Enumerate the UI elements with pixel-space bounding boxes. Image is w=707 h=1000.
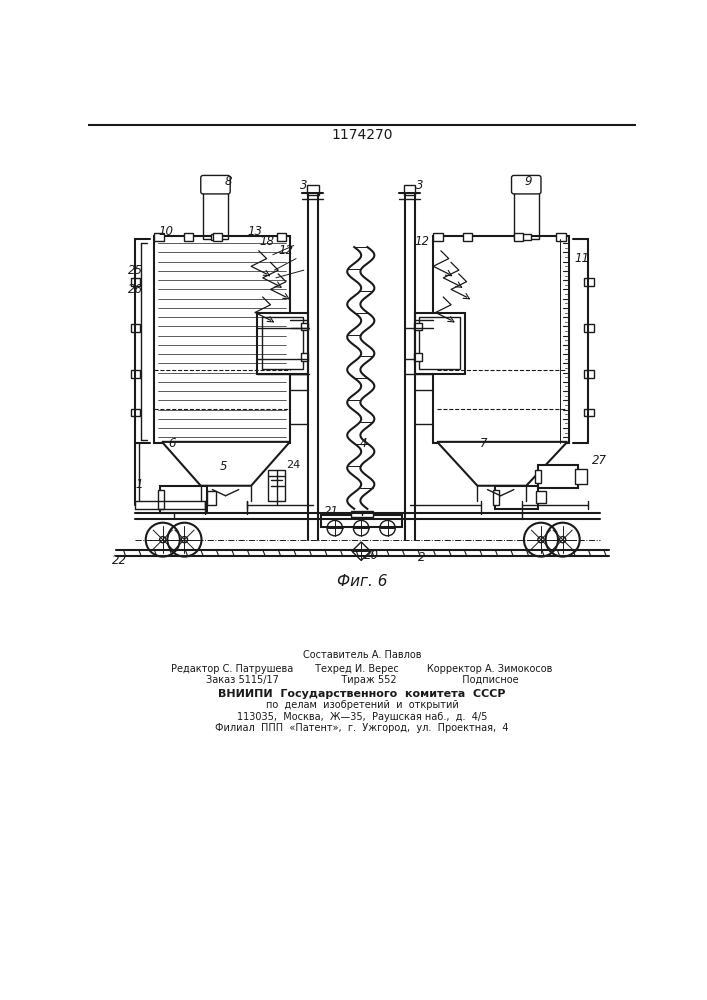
Text: 2: 2	[418, 551, 426, 564]
Bar	[419, 317, 460, 369]
Polygon shape	[437, 442, 567, 486]
Bar	[257, 312, 308, 374]
Bar	[433, 235, 569, 443]
Bar	[514, 233, 523, 241]
Text: по  делам  изобретений  и  открытий: по делам изобретений и открытий	[266, 700, 458, 710]
Bar	[351, 511, 373, 517]
Bar	[575, 469, 587, 484]
Text: Составитель А. Павлов: Составитель А. Павлов	[303, 650, 421, 660]
Text: Редактор С. Патрушева       Техред И. Верес         Корректор А. Зимокосов: Редактор С. Патрушева Техред И. Верес Ко…	[171, 664, 553, 674]
Bar	[414, 312, 465, 374]
Bar	[211, 234, 220, 240]
Text: Фиг. 6: Фиг. 6	[337, 574, 387, 589]
Bar	[414, 323, 421, 330]
Text: Заказ 5115/17                    Тираж 552                     Подписное: Заказ 5115/17 Тираж 552 Подписное	[206, 675, 518, 685]
Bar	[321, 515, 402, 527]
Text: 25: 25	[128, 264, 143, 277]
Text: 21: 21	[325, 505, 339, 518]
Bar	[585, 409, 594, 416]
FancyBboxPatch shape	[512, 175, 541, 194]
Bar	[184, 233, 193, 241]
Bar	[131, 409, 140, 416]
Bar	[131, 278, 140, 286]
Text: 9: 9	[524, 175, 532, 188]
Bar	[433, 233, 443, 241]
Text: 13: 13	[247, 225, 262, 238]
Text: 20: 20	[363, 549, 379, 562]
Bar	[131, 370, 140, 378]
Text: 12: 12	[279, 244, 293, 257]
Text: 6: 6	[168, 437, 176, 450]
Text: 10: 10	[158, 225, 173, 238]
Bar	[207, 491, 216, 505]
Text: 24: 24	[286, 460, 300, 470]
Bar	[213, 233, 223, 241]
Bar	[300, 353, 308, 361]
Text: 4: 4	[360, 437, 367, 450]
Bar	[404, 185, 416, 195]
Text: 26: 26	[128, 283, 143, 296]
Text: 7: 7	[480, 437, 487, 450]
Bar	[495, 486, 538, 509]
Bar	[462, 233, 472, 241]
Text: 1: 1	[135, 478, 143, 491]
Text: ВНИИПИ  Государственного  комитета  СССР: ВНИИПИ Государственного комитета СССР	[218, 689, 506, 699]
Text: 22: 22	[112, 554, 127, 567]
Text: 1174270: 1174270	[331, 128, 392, 142]
Bar	[262, 317, 303, 369]
Bar	[585, 324, 594, 332]
Bar	[276, 233, 286, 241]
Polygon shape	[352, 542, 370, 560]
Bar	[534, 470, 541, 483]
Bar	[131, 324, 140, 332]
Bar	[268, 470, 285, 501]
Text: 18: 18	[259, 235, 274, 248]
Text: Филиал  ППП  «Патент»,  г.  Ужгород,  ул.  Проектная,  4: Филиал ППП «Патент», г. Ужгород, ул. Про…	[215, 723, 509, 733]
Text: 113035,  Москва,  Ж—35,  Раушская наб.,  д.  4/5: 113035, Москва, Ж—35, Раушская наб., д. …	[237, 712, 487, 722]
FancyBboxPatch shape	[201, 175, 230, 194]
Bar	[585, 278, 594, 286]
Bar	[537, 491, 546, 503]
Bar	[158, 490, 164, 509]
Bar	[522, 234, 531, 240]
Bar	[493, 490, 499, 505]
Text: 12: 12	[414, 235, 429, 248]
Text: 27: 27	[592, 454, 607, 467]
Bar	[585, 370, 594, 378]
Bar	[203, 189, 228, 239]
Bar	[154, 233, 163, 241]
Text: 11: 11	[575, 252, 590, 265]
Bar	[538, 465, 578, 488]
Text: 5: 5	[221, 460, 228, 473]
Bar	[300, 323, 308, 330]
Bar	[556, 233, 566, 241]
Polygon shape	[162, 442, 290, 486]
Bar	[160, 486, 207, 513]
Bar	[414, 353, 421, 361]
Bar	[514, 189, 539, 239]
Text: 8: 8	[224, 175, 232, 188]
Text: 3: 3	[416, 179, 423, 192]
Text: 3: 3	[300, 179, 308, 192]
Bar	[154, 235, 290, 443]
Bar	[307, 185, 319, 195]
